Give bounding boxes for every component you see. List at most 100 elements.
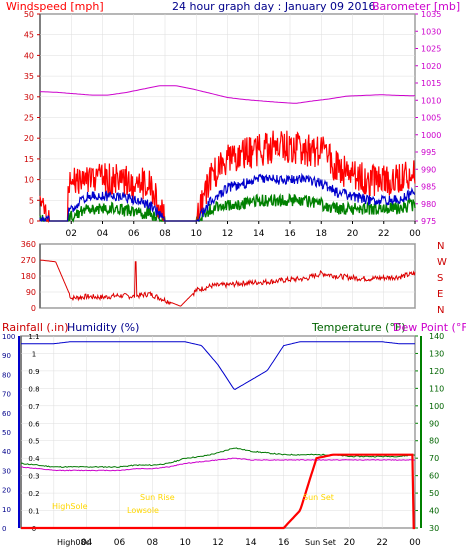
temperature-tick-label: 70 bbox=[429, 454, 439, 463]
rain-humidity-temp-panel: 0 10 20 30 40 50 60 70 80 90 10 00 0.1 0.2 0.3 0.4 0.5 0.… bbox=[2, 332, 444, 548]
barometer-series bbox=[39, 85, 416, 104]
direction-tick-label: 0 bbox=[31, 304, 36, 313]
bottom-hour-label: 10 bbox=[179, 538, 191, 548]
wind-tick-label: 20 bbox=[24, 134, 34, 143]
hour-tick-label: 14 bbox=[253, 229, 265, 239]
wind-tick-label: 25 bbox=[24, 114, 34, 123]
hour-tick-label: 12 bbox=[222, 229, 233, 239]
hour-tick-label: 04 bbox=[97, 229, 109, 239]
barometer-tick-label: 1030 bbox=[421, 27, 441, 36]
dewpoint-series bbox=[20, 457, 416, 472]
wind-tick-label: 10 bbox=[24, 176, 34, 185]
bottom-hour-label: 04 bbox=[81, 538, 93, 548]
bottom-right-label: Sun Set bbox=[305, 538, 336, 547]
humidity-series bbox=[21, 341, 415, 390]
barometer-tick-label: 1035 bbox=[421, 10, 441, 19]
wind-axis-label: Windspeed [mph] bbox=[6, 0, 104, 13]
temperature-tick-label: 90 bbox=[429, 419, 439, 428]
compass-label: E bbox=[437, 289, 443, 300]
rainfall-axis-label: Rainfall (.in) bbox=[2, 321, 69, 334]
temperature-tick-label: 80 bbox=[429, 437, 439, 446]
wind-low-series bbox=[39, 192, 416, 223]
barometer-tick-label: 1025 bbox=[421, 45, 441, 54]
wind-tick-label: 35 bbox=[24, 72, 34, 81]
humidity-tick-label: 30 bbox=[2, 467, 11, 475]
barometer-tick-label: 1005 bbox=[421, 114, 441, 123]
humidity-tick-label: 70 bbox=[2, 391, 11, 399]
wind-tick-label: 5 bbox=[29, 196, 34, 205]
barometer-axis-label: Barometer [mb] bbox=[372, 0, 460, 13]
temperature-tick-label: 50 bbox=[429, 489, 439, 498]
direction-tick-label: 180 bbox=[21, 272, 36, 281]
compass-label: W bbox=[437, 257, 447, 268]
temperature-tick-label: 140 bbox=[429, 332, 444, 341]
rainfall-tick-label: 1.1 bbox=[28, 333, 39, 341]
wind-tick-label: 15 bbox=[24, 155, 34, 164]
bottom-hour-label: 06 bbox=[114, 538, 126, 548]
hour-tick-label: 08 bbox=[159, 229, 171, 239]
humidity-axis-label: Humidity (%) bbox=[67, 321, 139, 334]
temperature-series bbox=[20, 447, 416, 468]
hour-tick-label: 20 bbox=[347, 229, 359, 239]
barometer-tick-label: 995 bbox=[421, 148, 436, 157]
rainfall-tick-label: 0.1 bbox=[28, 508, 39, 516]
sun-label: Lowsole bbox=[127, 506, 159, 515]
temperature-tick-label: 30 bbox=[429, 524, 439, 533]
hour-tick-label: 22 bbox=[378, 229, 389, 239]
temperature-tick-label: 100 bbox=[429, 402, 444, 411]
direction-tick-label: 360 bbox=[21, 240, 36, 249]
humidity-tick-label: 0 bbox=[2, 525, 6, 533]
sun-label: Sun Rise bbox=[140, 493, 175, 502]
bottom-hour-label: 08 bbox=[147, 538, 159, 548]
compass-label: N bbox=[437, 305, 444, 316]
direction-tick-label: 270 bbox=[21, 256, 36, 265]
rainfall-tick-label: 0.5 bbox=[28, 438, 39, 446]
compass-label: N bbox=[437, 241, 444, 252]
hour-tick-label: 02 bbox=[66, 229, 77, 239]
direction-tick-label: 90 bbox=[26, 288, 36, 297]
barometer-tick-label: 980 bbox=[421, 200, 436, 209]
bottom-hour-label: 16 bbox=[278, 538, 290, 548]
humidity-tick-label: 50 bbox=[2, 429, 11, 437]
bottom-hour-label: 22 bbox=[376, 538, 387, 548]
rainfall-tick-label: 0.9 bbox=[28, 368, 39, 376]
wind-tick-label: 50 bbox=[24, 10, 34, 19]
dewpoint-axis-label: Dew Point (°F) bbox=[393, 321, 466, 334]
humidity-tick-label: 10 bbox=[2, 506, 11, 514]
barometer-tick-label: 1010 bbox=[421, 96, 441, 105]
humidity-tick-label: 40 bbox=[2, 448, 11, 456]
wind-tick-label: 45 bbox=[24, 31, 34, 40]
barometer-tick-label: 1015 bbox=[421, 79, 441, 88]
temperature-tick-label: 60 bbox=[429, 472, 439, 481]
rainfall-tick-label: 0.4 bbox=[28, 455, 40, 463]
wind-average-series bbox=[39, 172, 416, 222]
humidity-tick-label: 90 bbox=[2, 352, 11, 360]
compass-label: S bbox=[437, 273, 443, 284]
wind-barometer-panel: 0510152025303540455097598098599099510001… bbox=[24, 10, 442, 239]
bottom-hour-label: 12 bbox=[212, 538, 223, 548]
temperature-tick-label: 120 bbox=[429, 367, 444, 376]
barometer-tick-label: 990 bbox=[421, 165, 436, 174]
bottom-left-label: High08c bbox=[57, 538, 90, 547]
rainfall-series bbox=[21, 453, 415, 530]
rainfall-tick-label: 0.8 bbox=[28, 385, 39, 393]
wind-gust-series bbox=[39, 130, 416, 224]
hour-tick-label: 06 bbox=[128, 229, 140, 239]
wind-direction-series bbox=[39, 259, 416, 307]
chart-title: 24 hour graph day : January 09 2016 bbox=[172, 0, 376, 13]
wind-tick-label: 40 bbox=[24, 51, 34, 60]
rainfall-tick-label: 0.7 bbox=[28, 403, 39, 411]
hour-tick-label: 00 bbox=[409, 229, 421, 239]
humidity-tick-label: 100 bbox=[2, 333, 15, 341]
barometer-tick-label: 975 bbox=[421, 217, 436, 226]
temperature-axis-label: Temperature (°F) bbox=[311, 321, 406, 334]
hour-tick-label: 16 bbox=[284, 229, 296, 239]
humidity-tick-label: 80 bbox=[2, 371, 11, 379]
wind-tick-label: 0 bbox=[29, 217, 34, 226]
rainfall-tick-label: 0.3 bbox=[28, 473, 39, 481]
hour-tick-label: 10 bbox=[191, 229, 203, 239]
barometer-tick-label: 1020 bbox=[421, 62, 441, 71]
humidity-tick-label: 60 bbox=[2, 410, 11, 418]
